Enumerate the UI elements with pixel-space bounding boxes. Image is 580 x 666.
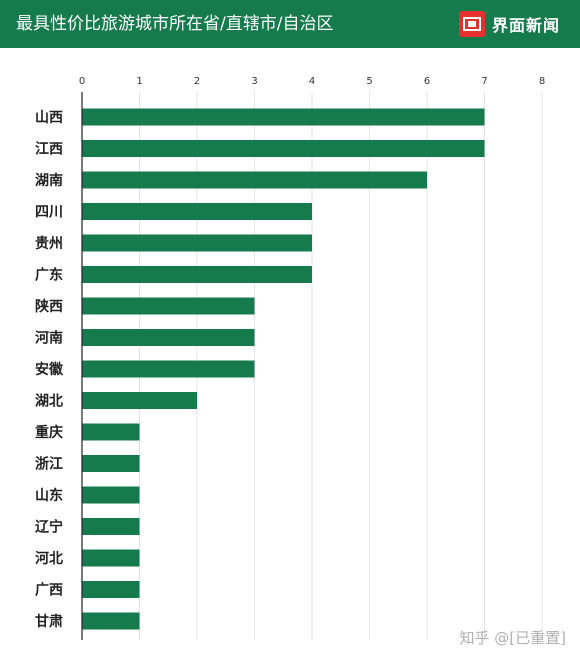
bar — [82, 518, 140, 535]
category-label: 山东 — [35, 487, 63, 504]
bar — [82, 549, 140, 567]
bar — [82, 171, 427, 189]
watermark: 知乎 @[已重置] — [459, 629, 566, 647]
chart-area: 0 1 2 3 4 5 6 7 8 山西江西湖南四川贵州广东陕西河南安徽湖北重庆浙江山东辽宁河北… — [0, 48, 580, 662]
category-label: 广西 — [35, 582, 63, 599]
bar — [82, 266, 312, 283]
category-label: 四川 — [35, 205, 63, 221]
bar — [82, 329, 255, 346]
category-label: 浙江 — [35, 456, 63, 473]
bar — [82, 297, 255, 315]
x-axis-ticks: 0 1 2 3 4 5 6 7 8 — [79, 76, 545, 87]
bar — [82, 360, 255, 378]
category-label: 湖南 — [35, 172, 63, 189]
x-tick-label: 1 — [136, 76, 142, 87]
x-tick-label: 5 — [366, 76, 372, 87]
x-tick-label: 8 — [539, 76, 545, 87]
bar — [82, 392, 197, 409]
category-label: 甘肃 — [35, 613, 63, 630]
bars — [82, 108, 485, 630]
chart-title: 最具性价比旅游城市所在省/直辖市/自治区 — [16, 14, 334, 34]
category-label: 陕西 — [35, 298, 63, 315]
category-label: 广东 — [35, 267, 63, 284]
category-label: 贵州 — [35, 235, 63, 252]
bar — [82, 486, 140, 504]
bar — [82, 108, 485, 126]
x-tick-label: 3 — [251, 76, 257, 87]
category-label: 江西 — [35, 141, 63, 158]
category-label: 河南 — [35, 330, 63, 347]
x-tick-label: 0 — [79, 76, 85, 87]
bar — [82, 234, 312, 252]
bar — [82, 203, 312, 220]
bar — [82, 423, 140, 441]
chart-header: 最具性价比旅游城市所在省/直辖市/自治区 界面新闻 — [0, 0, 580, 48]
brand: 界面新闻 — [458, 9, 560, 39]
category-label: 山西 — [35, 110, 63, 126]
bar-chart: 0 1 2 3 4 5 6 7 8 山西江西湖南四川贵州广东陕西河南安徽湖北重庆浙江山东辽宁河北… — [35, 76, 545, 640]
category-label: 重庆 — [35, 424, 63, 441]
x-tick-label: 2 — [194, 76, 200, 87]
bar — [82, 455, 140, 472]
bar — [82, 140, 485, 157]
x-tick-label: 7 — [481, 76, 487, 87]
category-label: 安徽 — [35, 361, 64, 378]
x-tick-label: 4 — [309, 76, 315, 87]
bar — [82, 612, 140, 630]
category-label: 河北 — [35, 550, 63, 567]
x-tick-label: 6 — [424, 76, 430, 87]
brand-name: 界面新闻 — [491, 16, 560, 35]
category-label: 湖北 — [35, 394, 63, 410]
category-label: 辽宁 — [35, 519, 63, 536]
bar — [82, 581, 140, 598]
brand-logo-icon — [458, 11, 485, 37]
